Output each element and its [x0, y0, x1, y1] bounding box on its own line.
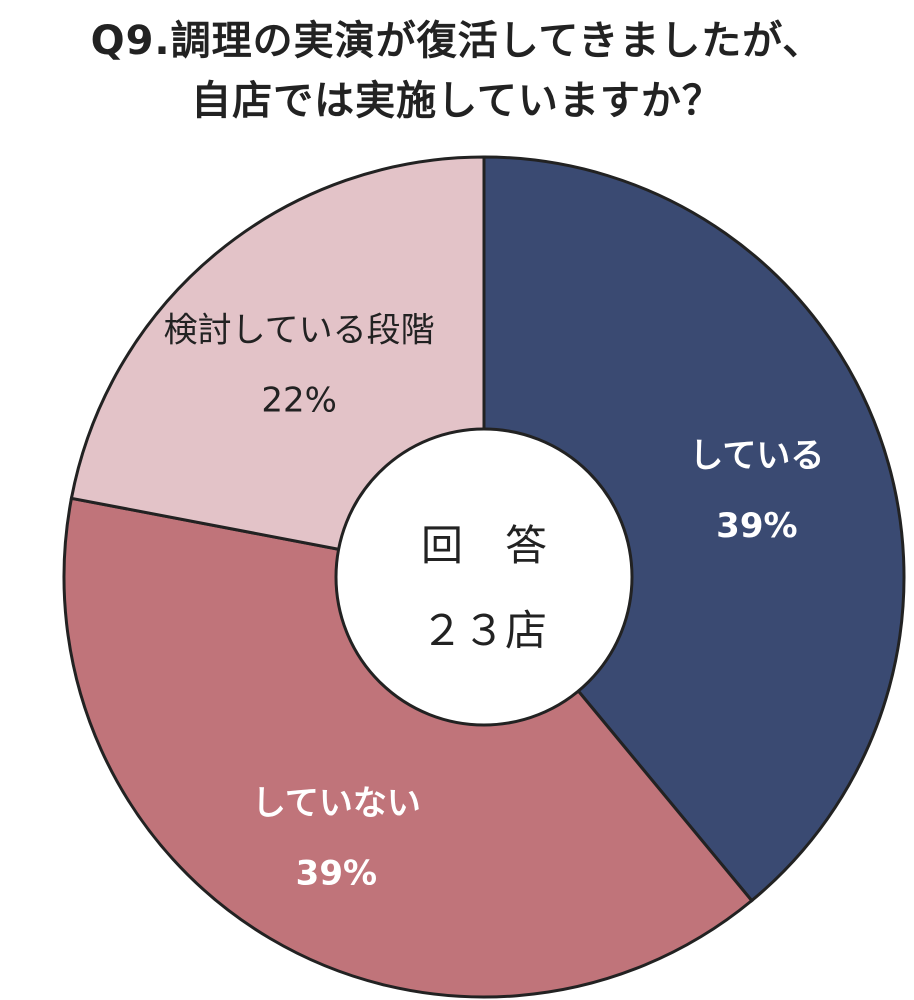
slice-category-label-1: している	[689, 436, 824, 476]
slice-category-label-3: 検討している段階	[164, 311, 435, 351]
donut-hole	[334, 427, 634, 727]
slice-value-label-2: 39%	[296, 854, 377, 894]
slice-value-label-3: 22%	[261, 381, 337, 421]
chart-title-line-2: 自店では実施していますか？	[191, 78, 723, 124]
pie-slice-2	[62, 496, 754, 999]
slice-category-label-2: していない	[252, 784, 421, 824]
slice-value-label-1: 39%	[716, 506, 797, 546]
pie-slice-1	[482, 155, 906, 903]
center-label-line-1: 回 答	[421, 521, 547, 570]
center-label-line-2: ２３店	[421, 606, 547, 655]
chart-title-line-1: Q9.調理の実演が復活してきましたが、	[90, 18, 824, 64]
